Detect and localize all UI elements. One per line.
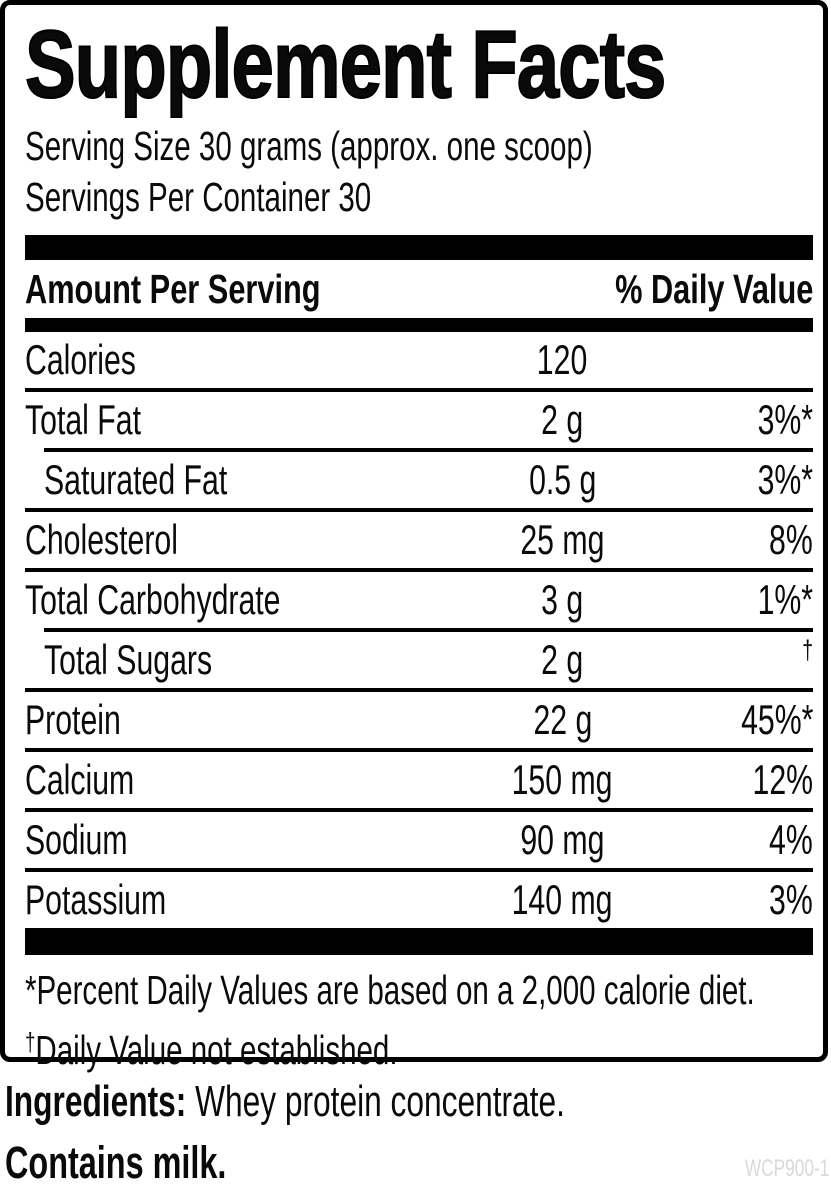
nutrient-name: Calcium [25, 756, 135, 803]
nutrient-dv: 3% [769, 876, 813, 923]
nutrient-amount: 3 g [541, 576, 584, 623]
nutrient-dv: 8% [769, 516, 813, 563]
nutrient-dv: † [802, 635, 813, 665]
product-code-watermark: WCP900-1 [744, 1155, 829, 1182]
nutrient-amount: 25 mg [520, 516, 605, 563]
serving-size-line: Serving Size 30 grams (approx. one scoop… [25, 123, 593, 169]
nutrient-amount: 140 mg [512, 876, 613, 923]
nutrient-name: Total Fat [25, 396, 141, 443]
nutrient-amount: 22 g [533, 696, 592, 743]
amount-per-serving-header: Amount Per Serving [25, 265, 321, 312]
nutrient-row: Calories 120 [25, 332, 813, 388]
nutrient-row: Calcium 150 mg 12% [25, 752, 813, 808]
separator-rule [25, 868, 813, 872]
supplement-facts-panel: Supplement Facts Serving Size 30 grams (… [0, 0, 828, 1073]
nutrient-amount: 90 mg [520, 816, 605, 863]
nutrient-amount: 0.5 g [528, 456, 597, 503]
nutrient-row: Total Carbohydrate 3 g 1%* [25, 572, 813, 628]
nutrient-amount: 120 [537, 336, 588, 383]
nutrient-name: Total Carbohydrate [25, 576, 281, 623]
nutrient-name: Sodium [25, 816, 128, 863]
nutrient-name: Protein [25, 696, 121, 743]
nutrient-dv [680, 336, 813, 384]
serving-info: Serving Size 30 grams (approx. one scoop… [25, 121, 813, 223]
nutrient-name: Saturated Fat [44, 456, 228, 503]
below-panel-statements: Ingredients: Whey protein concentrate. C… [5, 1076, 831, 1189]
nutrient-name: Cholesterol [25, 516, 178, 563]
nutrient-row: Sodium 90 mg 4% [25, 812, 813, 868]
asterisk-prefix: * [25, 967, 37, 1013]
separator-rule [25, 388, 813, 392]
dagger-prefix: † [25, 1027, 36, 1057]
nutrient-dv: 4% [769, 816, 813, 863]
nutrient-dv: 45%* [740, 696, 813, 743]
nutrient-row: Protein 22 g 45%* [25, 692, 813, 748]
nutrient-dv: 3%* [757, 456, 813, 503]
nutrient-dv: 1%* [757, 576, 813, 623]
top-divider-bar [25, 235, 813, 260]
nutrient-amount: 150 mg [512, 756, 613, 803]
nutrient-name: Calories [25, 336, 136, 383]
bottom-divider-bar [25, 928, 813, 955]
separator-rule [25, 748, 813, 752]
footnotes: *Percent Daily Values are based on a 2,0… [25, 964, 813, 1076]
separator-rule [25, 568, 813, 572]
header-underline-bar [25, 318, 813, 332]
nutrient-row: Total Fat 2 g 3%* [25, 392, 813, 448]
table-header-row: Amount Per Serving % Daily Value [25, 260, 813, 318]
nutrient-row: Cholesterol 25 mg 8% [25, 512, 813, 568]
separator-rule [25, 808, 813, 812]
nutrient-amount: 2 g [541, 396, 584, 443]
separator-rule [25, 688, 813, 692]
ingredients-label: Ingredients: [5, 1077, 187, 1126]
separator-rule [25, 508, 813, 512]
nutrient-rows: Calories 120 Total Fat 2 g 3%* Saturated… [25, 332, 813, 928]
footnote-percent-daily-values: *Percent Daily Values are based on a 2,0… [25, 967, 755, 1013]
nutrient-row: Total Sugars 2 g † [25, 632, 813, 688]
separator-rule [44, 628, 813, 632]
footnote-daily-value-not-established: †Daily Value not established. [25, 1027, 398, 1073]
separator-rule [44, 448, 813, 452]
nutrient-name: Total Sugars [44, 636, 213, 683]
nutrient-dv: 12% [752, 756, 813, 803]
nutrient-dv: 3%* [757, 396, 813, 443]
ingredients-line: Ingredients: Whey protein concentrate. [5, 1076, 831, 1128]
daily-value-header: % Daily Value [614, 265, 813, 312]
contains-statement: Contains milk. [5, 1137, 227, 1188]
ingredients-text: Whey protein concentrate. [186, 1077, 565, 1126]
nutrient-row: Potassium 140 mg 3% [25, 872, 813, 928]
nutrient-row: Saturated Fat 0.5 g 3%* [25, 452, 813, 508]
servings-per-container-line: Servings Per Container 30 [25, 174, 372, 220]
page-title: Supplement Facts [24, 11, 667, 118]
nutrient-name: Potassium [25, 876, 167, 923]
nutrient-amount: 2 g [541, 636, 584, 683]
